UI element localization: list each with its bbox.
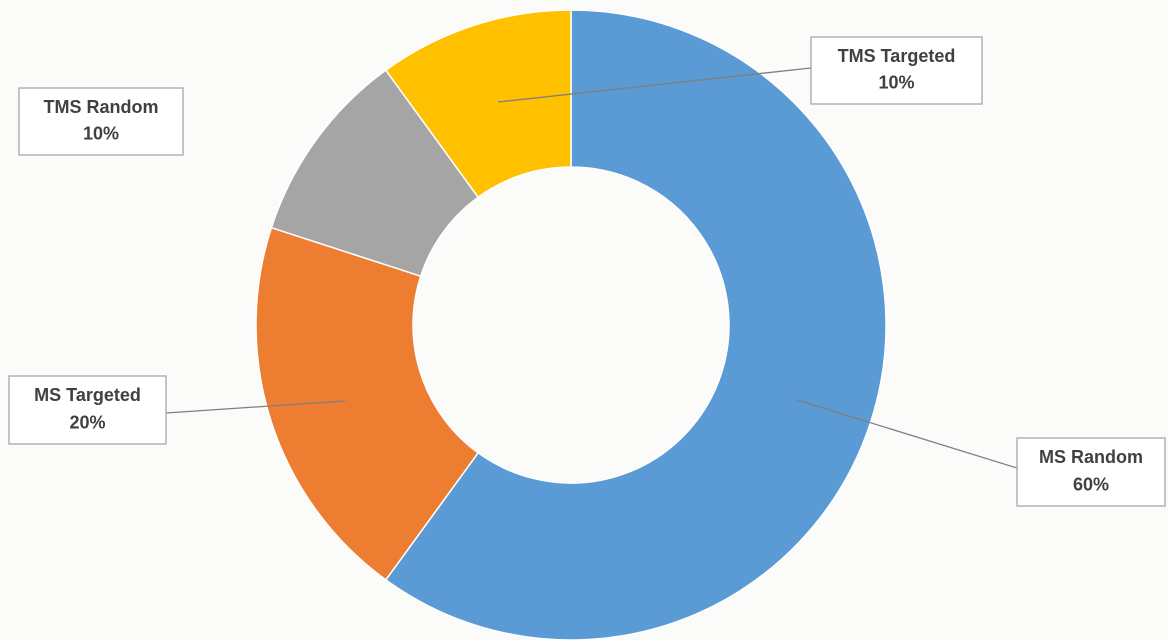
donut-slice [384, 9, 572, 199]
data-label-box [18, 87, 184, 156]
leader-line [165, 400, 346, 414]
donut-slice [384, 9, 887, 640]
data-label-name: MS Targeted [34, 385, 141, 405]
data-label-value: 10% [878, 73, 914, 93]
donut-slice [255, 226, 480, 581]
leader-line [497, 67, 812, 103]
data-label-value: 60% [1073, 474, 1109, 494]
data-label-box [8, 375, 167, 445]
data-label-box [810, 36, 983, 105]
data-label-name: TMS Targeted [838, 46, 956, 66]
leader-line [796, 399, 1018, 469]
data-label-name: TMS Random [44, 97, 159, 117]
data-label-value: 10% [83, 124, 119, 144]
data-label-name: MS Random [1039, 447, 1143, 467]
data-label-value: 20% [69, 412, 105, 432]
data-label-box [1016, 437, 1166, 507]
